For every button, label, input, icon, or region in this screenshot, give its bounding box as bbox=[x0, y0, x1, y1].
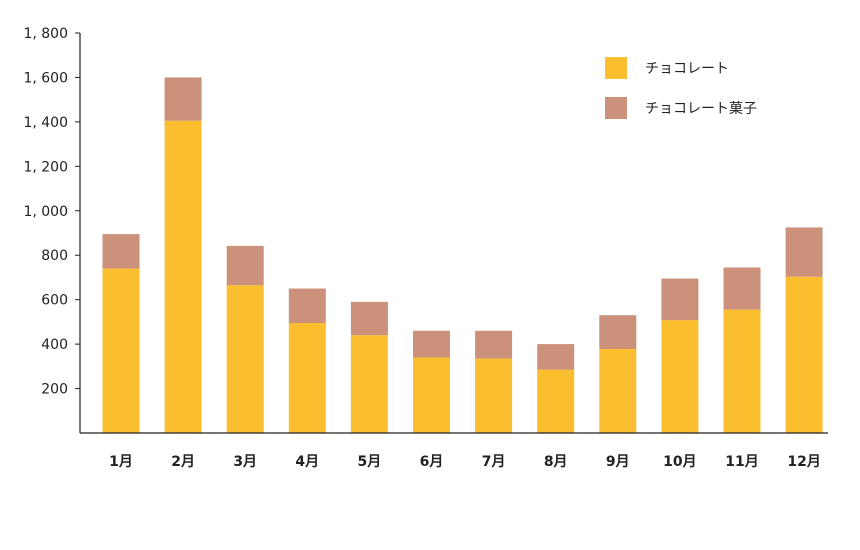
x-tick-label: 4月 bbox=[295, 454, 319, 470]
bars bbox=[102, 77, 823, 434]
x-tick-label: 1月 bbox=[109, 454, 133, 470]
bar-segment-chocolate bbox=[785, 276, 823, 433]
bar-segment-chocolate-confectionery bbox=[413, 330, 450, 358]
bar-segment-chocolate bbox=[164, 120, 202, 434]
x-tick-label: 5月 bbox=[358, 454, 382, 470]
x-axis: 1月 2月 3月 4月 5月 6月 7月 8月 9月 10月 11月 12月 bbox=[80, 432, 828, 470]
bar-segment-chocolate bbox=[475, 358, 513, 433]
bar-segment-chocolate bbox=[661, 320, 699, 433]
bar-segment-chocolate bbox=[226, 285, 264, 433]
x-tick-label: 12月 bbox=[787, 454, 820, 470]
x-tick-label: 2月 bbox=[171, 454, 195, 470]
y-tick-label: 1, 800 bbox=[23, 26, 68, 42]
x-tick-label: 9月 bbox=[606, 454, 630, 470]
bar-segment-chocolate-confectionery bbox=[537, 344, 575, 370]
bar-segment-chocolate-confectionery bbox=[723, 267, 761, 310]
x-tick-label: 10月 bbox=[663, 454, 696, 470]
x-tick-label: 11月 bbox=[725, 454, 758, 470]
bar-segment-chocolate-confectionery bbox=[350, 301, 388, 336]
bar-segment-chocolate-confectionery bbox=[599, 315, 637, 349]
legend-label: チョコレート bbox=[645, 61, 729, 77]
bar-segment-chocolate-confectionery bbox=[164, 77, 202, 121]
bar-segment-chocolate-confectionery bbox=[288, 288, 326, 323]
y-tick-label: 1, 200 bbox=[23, 159, 68, 175]
y-tick-label: 400 bbox=[41, 337, 68, 353]
bar-segment-chocolate bbox=[413, 357, 450, 433]
bar-segment-chocolate bbox=[288, 323, 326, 433]
y-tick-label: 1, 000 bbox=[23, 204, 68, 220]
x-tick-label: 3月 bbox=[233, 454, 257, 470]
bar-segment-chocolate bbox=[537, 369, 575, 433]
bar-segment-chocolate bbox=[599, 349, 637, 433]
bar-segment-chocolate bbox=[102, 268, 140, 433]
legend-swatch bbox=[605, 97, 627, 119]
bar-segment-chocolate-confectionery bbox=[475, 330, 513, 359]
bar-segment-chocolate bbox=[723, 309, 761, 433]
y-tick-label: 1, 400 bbox=[23, 115, 68, 131]
y-axis: 200 400 600 800 1, 000 1, 200 1, 400 1, 600 1, 8… bbox=[23, 26, 81, 433]
x-tick-label: 6月 bbox=[420, 454, 444, 470]
legend-label: チョコレート菓子 bbox=[645, 101, 757, 117]
y-tick-label: 200 bbox=[41, 382, 68, 398]
bar-segment-chocolate-confectionery bbox=[226, 245, 264, 286]
y-tick-label: 800 bbox=[41, 248, 68, 264]
x-tick-label: 7月 bbox=[482, 454, 506, 470]
y-tick-label: 600 bbox=[41, 293, 68, 309]
bar-segment-chocolate-confectionery bbox=[785, 227, 823, 277]
bar-segment-chocolate-confectionery bbox=[102, 234, 140, 269]
x-tick-label: 8月 bbox=[544, 454, 568, 470]
legend-swatch bbox=[605, 57, 627, 79]
bar-segment-chocolate bbox=[350, 335, 388, 433]
bar-segment-chocolate-confectionery bbox=[661, 278, 699, 321]
y-tick-label: 1, 600 bbox=[23, 70, 68, 86]
